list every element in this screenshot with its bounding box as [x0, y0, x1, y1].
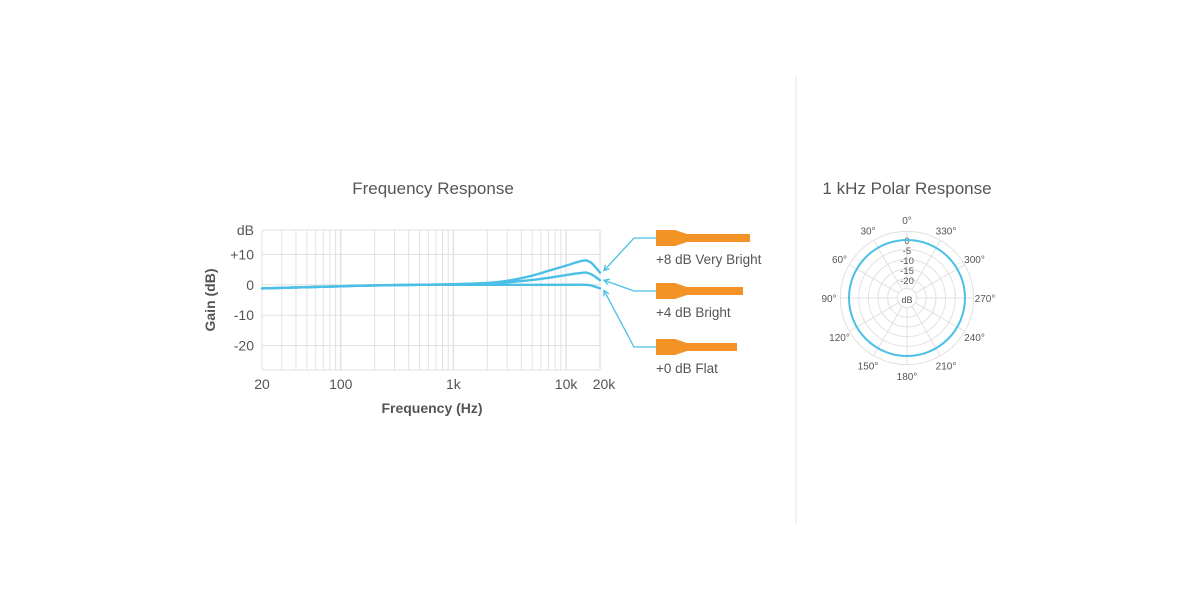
legend-connector: [603, 237, 656, 272]
polar-angle-label: 330°: [936, 227, 957, 238]
polar-angle-labels: 0° 330° 300° 270° 240° 210° 180° 150° 120° 90° 60°…: [821, 216, 995, 383]
polar-ring-labels: 0-5-10-15-20: [900, 236, 914, 287]
polar-angle-label: 30°: [860, 227, 875, 238]
polar-angle-label: 210°: [936, 362, 957, 373]
plug-icon: [656, 230, 750, 246]
x-tick-label: 100: [329, 376, 353, 392]
y-unit-label: dB: [237, 222, 254, 238]
polar-ring-label: -5: [903, 246, 911, 257]
legend-item-2: +0 dB Flat: [603, 289, 737, 376]
series-line-2: [260, 283, 602, 290]
y-tick-label: 0: [246, 277, 254, 293]
legend-arrowhead: [603, 264, 610, 272]
polar-angle-label: 180°: [897, 372, 918, 383]
legend-item-0: +8 dB Very Bright: [603, 230, 762, 272]
polar-angle-label: 150°: [858, 362, 879, 373]
y-tick-label: -20: [234, 338, 254, 354]
x-tick-label: 20k: [593, 376, 617, 392]
polar-angle-label: 270°: [975, 294, 996, 305]
polar-ring-label: -10: [900, 256, 914, 267]
legend-connector: [603, 290, 656, 348]
frequency-grid: [261, 229, 601, 371]
frequency-chart-title: Frequency Response: [352, 179, 514, 198]
legend-label: +0 dB Flat: [656, 361, 718, 376]
frequency-response-chart: Frequency Response +10 0 -10 -20 20 100 1k 10k…: [202, 179, 762, 416]
legend-label: +8 dB Very Bright: [656, 252, 762, 267]
x-tick-labels: 20 100 1k 10k 20k: [254, 376, 616, 392]
plug-icon: [656, 283, 743, 299]
polar-ring-label: -20: [900, 276, 914, 287]
legend-item-1: +4 dB Bright: [602, 278, 743, 320]
polar-chart-title: 1 kHz Polar Response: [822, 179, 991, 198]
plug-icon: [656, 339, 737, 355]
polar-unit-label: dB: [901, 295, 912, 305]
legend: +8 dB Very Bright +4 dB Bright +0 dB Flat: [602, 230, 762, 376]
x-tick-label: 20: [254, 376, 270, 392]
polar-response-chart: 1 kHz Polar Response 0° 330° 300° 270° 240° 2…: [821, 179, 995, 383]
polar-angle-label: 90°: [821, 294, 836, 305]
polar-angle-label: 60°: [832, 255, 847, 266]
y-tick-labels: +10 0 -10 -20: [230, 246, 254, 353]
polar-ring-label: -15: [900, 266, 914, 277]
legend-arrowhead: [603, 289, 610, 297]
polar-angle-label: 0°: [902, 216, 912, 227]
x-tick-label: 1k: [446, 376, 462, 392]
polar-curve-line: [848, 239, 966, 357]
series-lines: [260, 259, 602, 290]
polar-ring-label: 0: [904, 236, 909, 247]
polar-angle-label: 240°: [964, 333, 985, 344]
polar-angle-label: 120°: [829, 333, 850, 344]
polar-angle-label: 300°: [964, 255, 985, 266]
legend-connector: [603, 279, 656, 292]
polar-response-curve: [848, 239, 966, 357]
y-axis-title: Gain (dB): [202, 269, 218, 332]
x-axis-title: Frequency (Hz): [381, 400, 482, 416]
legend-arrowhead: [602, 278, 611, 286]
x-tick-label: 10k: [555, 376, 579, 392]
y-tick-label: -10: [234, 307, 254, 323]
y-tick-label: +10: [230, 246, 254, 262]
legend-label: +4 dB Bright: [656, 305, 731, 320]
